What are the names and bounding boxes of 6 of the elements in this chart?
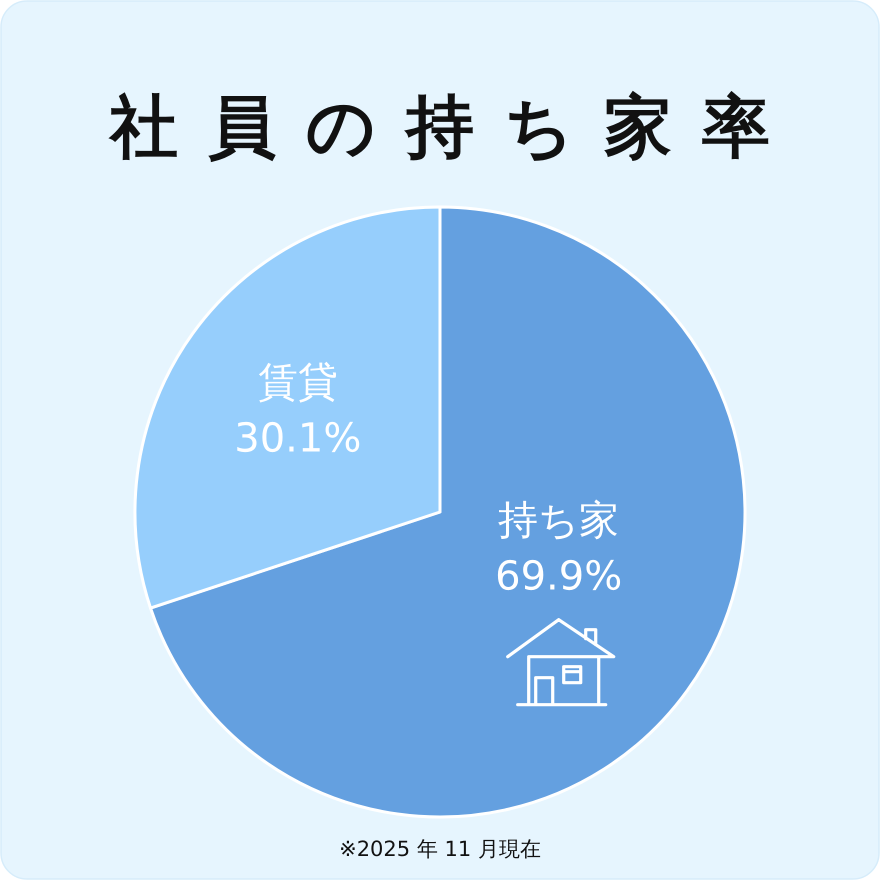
data-label: 30.1% bbox=[234, 415, 362, 462]
data-label: 69.9% bbox=[495, 554, 622, 600]
slice-label: 持ち家 bbox=[498, 498, 620, 544]
text: ※2025 年 11 月現在 bbox=[339, 837, 541, 861]
slice-label: 賃貸 bbox=[258, 359, 338, 406]
chart-title: 社員の持ち家率 bbox=[108, 88, 800, 167]
